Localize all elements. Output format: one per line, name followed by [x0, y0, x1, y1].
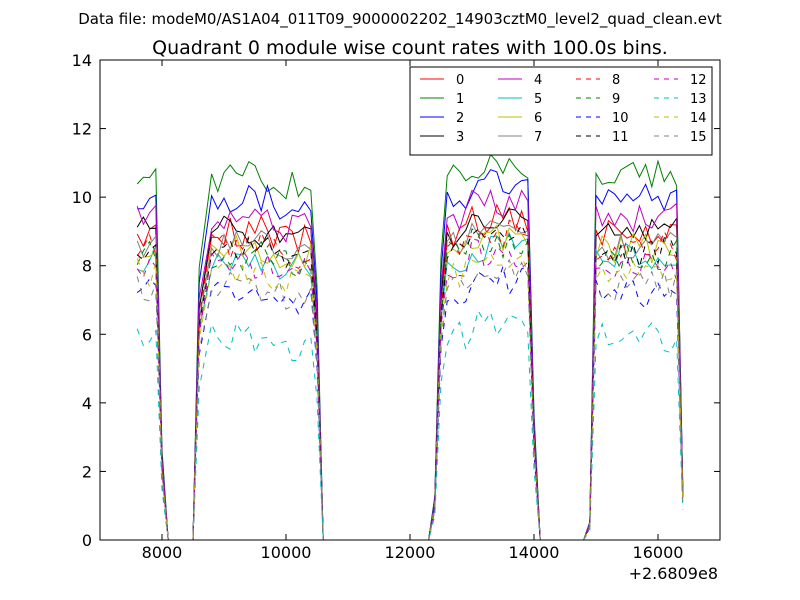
- series-line-15: [136, 258, 684, 540]
- series-line-5: [137, 231, 684, 540]
- series-line-6: [137, 224, 684, 540]
- chart-title: Quadrant 0 module wise count rates with …: [152, 37, 668, 59]
- legend-label-13: 13: [690, 92, 707, 107]
- legend-label-1: 1: [456, 92, 464, 107]
- y-tick-label: 4: [82, 394, 92, 413]
- legend-label-6: 6: [534, 111, 542, 126]
- legend-label-4: 4: [534, 73, 542, 88]
- y-tick-label: 14: [72, 51, 92, 70]
- x-tick-label: 14000: [509, 543, 560, 562]
- series-line-13: [136, 309, 684, 540]
- legend-label-9: 9: [612, 92, 620, 107]
- legend-box: [409, 66, 713, 156]
- series-line-7: [136, 220, 684, 540]
- series-layer: [136, 153, 684, 540]
- legend-label-2: 2: [456, 111, 464, 126]
- legend-label-3: 3: [456, 130, 464, 145]
- legend-label-5: 5: [534, 92, 542, 107]
- legend-label-14: 14: [690, 111, 707, 126]
- x-offset-label: +2.6809e8: [629, 564, 718, 583]
- legend-label-0: 0: [456, 73, 464, 88]
- legend-label-10: 10: [612, 111, 629, 126]
- legend-label-12: 12: [690, 73, 707, 88]
- x-tick-label: 12000: [385, 543, 436, 562]
- series-line-9: [136, 228, 684, 540]
- y-tick-label: 10: [72, 188, 92, 207]
- y-tick-label: 8: [82, 257, 92, 276]
- series-line-11: [136, 223, 684, 540]
- legend-label-7: 7: [534, 130, 542, 145]
- legend-label-8: 8: [612, 73, 620, 88]
- y-tick-label: 0: [82, 531, 92, 550]
- legend-label-15: 15: [690, 130, 707, 145]
- series-line-4: [136, 189, 684, 540]
- y-tick-label: 6: [82, 325, 92, 344]
- series-line-10: [136, 264, 684, 540]
- series-line-1: [136, 153, 684, 540]
- chart-suptitle: Data file: modeM0/AS1A04_011T09_90000022…: [78, 10, 722, 29]
- x-tick-label: 8000: [142, 543, 183, 562]
- series-line-14: [136, 252, 684, 540]
- x-tick-label: 16000: [633, 543, 684, 562]
- y-tick-label: 12: [72, 120, 92, 139]
- x-tick-label: 10000: [261, 543, 312, 562]
- legend-label-11: 11: [612, 130, 629, 145]
- series-line-8: [136, 219, 684, 540]
- series-line-12: [136, 238, 684, 540]
- y-tick-label: 2: [82, 462, 92, 481]
